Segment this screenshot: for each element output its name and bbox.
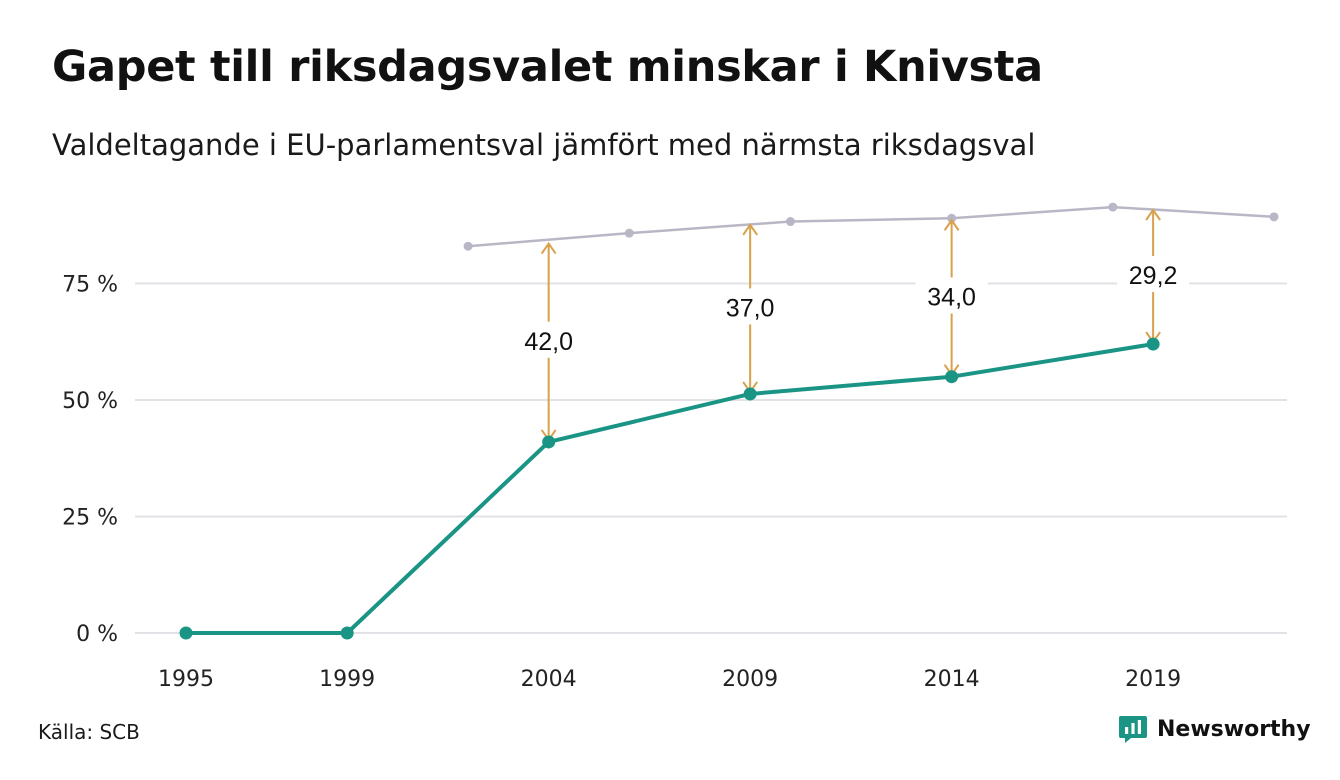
x-axis-labels: 1995 1999 2004 2009 2014 2019 xyxy=(158,667,1181,692)
x-tick-label: 2019 xyxy=(1125,667,1181,692)
gap-label-background xyxy=(915,277,988,314)
chart-subtitle: Valdeltagande i EU-parlamentsval jämfört… xyxy=(52,128,1036,162)
x-tick-label: 1999 xyxy=(319,667,375,692)
gap-label-background xyxy=(1117,256,1190,293)
riksdag-data-point xyxy=(785,217,795,227)
gap-arrowhead-up xyxy=(1145,208,1161,221)
gap-value-label: 37,0 xyxy=(726,294,775,322)
y-tick-label: 0 % xyxy=(76,622,118,647)
bar-chart-speech-bubble-icon xyxy=(1119,716,1147,743)
brand-logo: Newsworthy xyxy=(1118,714,1311,744)
gap-arrowhead-up xyxy=(943,218,960,231)
x-tick-label: 2014 xyxy=(924,667,980,692)
gap-label-background xyxy=(512,321,585,358)
eu-data-point xyxy=(179,626,193,640)
x-tick-label: 2004 xyxy=(521,667,577,692)
y-tick-label: 25 % xyxy=(62,506,118,531)
gap-value-label: 29,2 xyxy=(1129,262,1178,290)
riksdag-data-point xyxy=(947,213,957,223)
gap-label-background xyxy=(714,288,787,325)
eu-series xyxy=(179,337,1160,640)
riksdag-series xyxy=(463,202,1279,251)
y-tick-label: 75 % xyxy=(62,273,118,298)
gap-value-label: 34,0 xyxy=(927,283,976,311)
riksdag-data-point xyxy=(1269,212,1279,222)
eu-data-point xyxy=(743,387,757,401)
gap-arrows xyxy=(540,208,1161,442)
brand-name: Newsworthy xyxy=(1157,716,1311,742)
chart-title: Gapet till riksdagsvalet minskar i Knivs… xyxy=(52,42,1043,92)
eu-data-point xyxy=(340,626,354,640)
gap-value-label: 42,0 xyxy=(524,328,573,356)
eu-series-line xyxy=(184,342,1156,635)
source-note: Källa: SCB xyxy=(38,720,140,744)
riksdag-data-point xyxy=(624,228,634,238)
eu-data-point xyxy=(945,370,959,384)
riksdag-data-point xyxy=(463,241,473,251)
y-axis-labels: 0 % 25 % 50 % 75 % xyxy=(62,273,118,648)
eu-data-point xyxy=(542,435,556,449)
gap-arrowhead-up xyxy=(742,223,758,236)
riksdag-series-line xyxy=(466,205,1276,248)
gridlines xyxy=(135,282,1287,634)
y-tick-label: 50 % xyxy=(62,389,118,414)
riksdag-data-point xyxy=(1108,202,1118,212)
x-tick-label: 1995 xyxy=(158,667,214,692)
x-tick-label: 2009 xyxy=(722,667,778,692)
eu-data-point xyxy=(1146,337,1160,351)
gap-labels: 42,0 37,0 34,0 29,2 xyxy=(512,256,1190,358)
gap-arrowhead-up xyxy=(540,241,557,255)
